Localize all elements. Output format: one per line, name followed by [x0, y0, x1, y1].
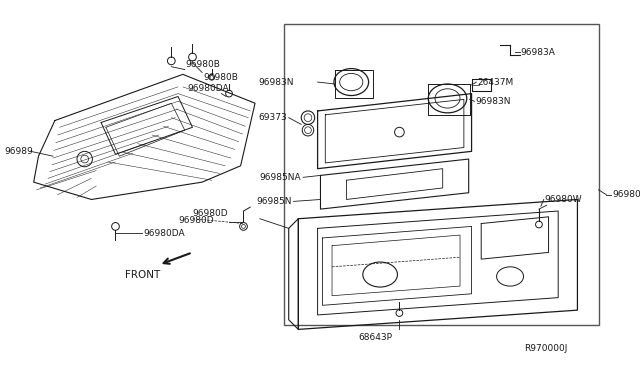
Text: 96980D: 96980D: [178, 216, 214, 225]
Text: 96983A: 96983A: [521, 48, 556, 57]
Text: 96983N: 96983N: [258, 77, 294, 87]
Text: 69373: 69373: [258, 113, 287, 122]
Text: 96980W: 96980W: [545, 195, 582, 204]
Text: FRONT: FRONT: [125, 270, 161, 279]
Text: 96980B: 96980B: [203, 73, 238, 82]
Text: 96989: 96989: [5, 147, 33, 156]
Text: 96980DA: 96980DA: [143, 229, 185, 238]
Text: 96980B: 96980B: [186, 60, 221, 69]
Text: 96980D: 96980D: [193, 209, 228, 218]
Text: 96980: 96980: [612, 190, 640, 199]
Text: 96980DA: 96980DA: [188, 84, 229, 93]
Text: 26437M: 26437M: [477, 77, 513, 87]
Text: 96985N: 96985N: [256, 197, 292, 206]
Text: R970000J: R970000J: [525, 344, 568, 353]
Bar: [284, 24, 598, 325]
Text: 96985NA: 96985NA: [260, 173, 301, 182]
Text: 96983N: 96983N: [476, 97, 511, 106]
Text: 68643P: 68643P: [358, 333, 392, 341]
